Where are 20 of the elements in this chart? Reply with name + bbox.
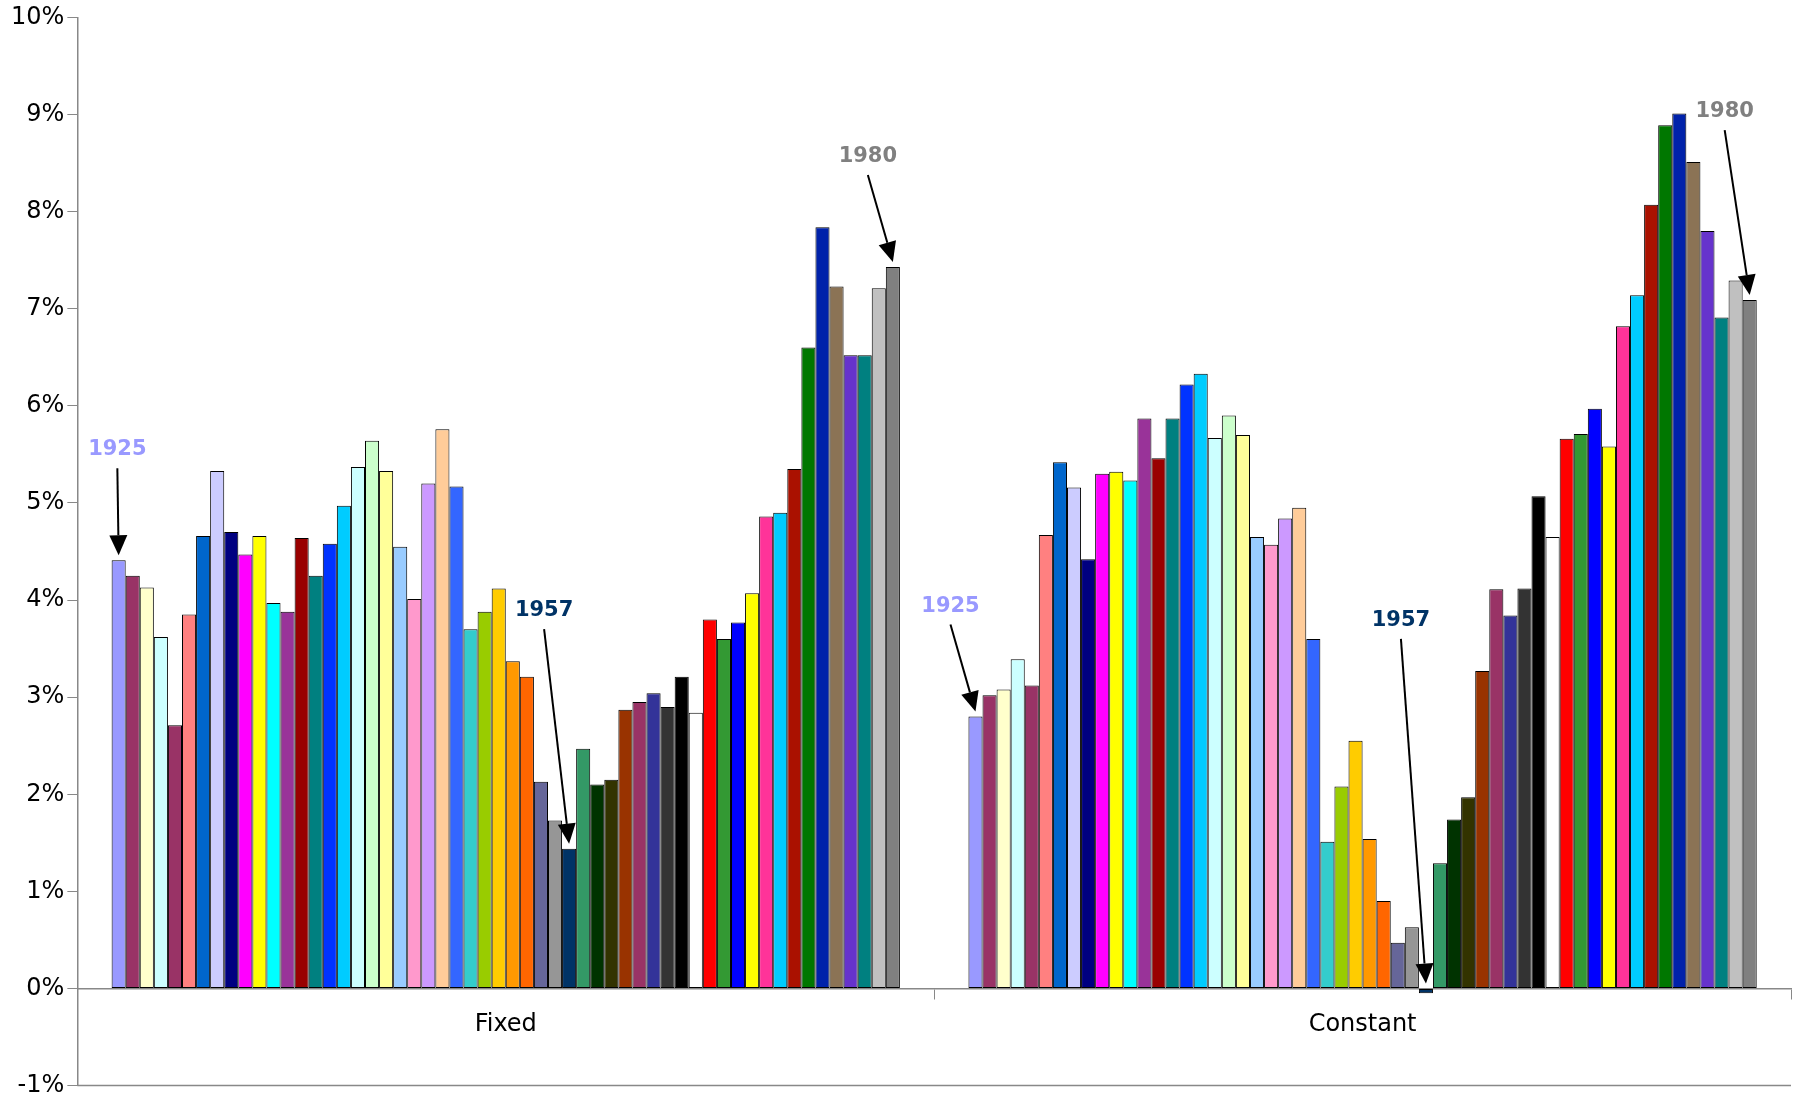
y-tick-label: 0% (26, 972, 65, 1001)
text: 1957 (514, 597, 574, 622)
x-tick-label: Constant (1308, 1009, 1417, 1038)
text: 1980 (838, 142, 898, 167)
text: 1925 (921, 592, 980, 617)
y-tick-label: 7% (26, 292, 65, 321)
y-tick-label: 3% (26, 681, 65, 710)
y-tick-label: 6% (26, 390, 65, 419)
y-tick-label: 1% (26, 875, 65, 904)
y-tick-label: 2% (26, 778, 65, 807)
y-tick-label: 5% (26, 487, 65, 516)
y-tick-label: 10% (11, 1, 65, 30)
text: 1957 (1371, 606, 1431, 631)
y-tick-label: 4% (26, 584, 65, 613)
y-tick-label: -1% (17, 1069, 65, 1098)
y-tick-label: 9% (26, 98, 65, 127)
x-tick-label: Fixed (474, 1009, 537, 1038)
y-tick-label: 8% (26, 195, 65, 224)
text: 1980 (1695, 98, 1754, 123)
text: 1925 (88, 436, 147, 461)
